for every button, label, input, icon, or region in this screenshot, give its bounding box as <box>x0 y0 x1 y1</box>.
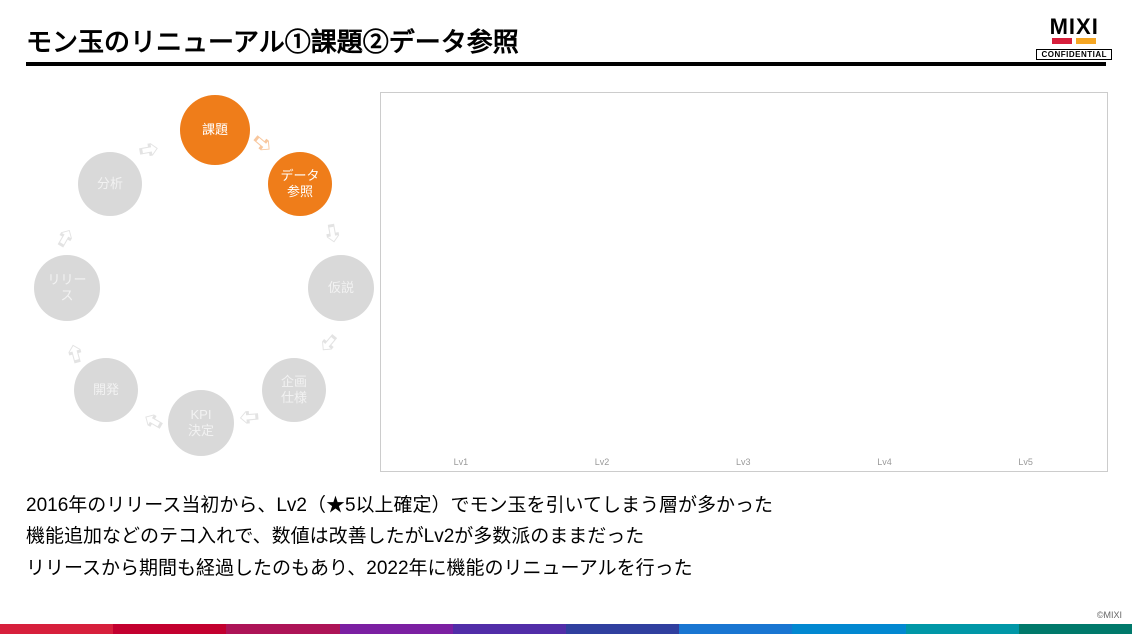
copyright: ©MIXI <box>1097 610 1122 620</box>
cycle-arrow-icon: ➪ <box>46 220 84 254</box>
body-line-2: 機能追加などのテコ入れで、数値は改善したがLv2が多数派のままだった <box>26 521 773 552</box>
chart-plot-area <box>391 103 1097 447</box>
chart-x-label: Lv4 <box>877 457 892 467</box>
cycle-node: 課題 <box>180 95 250 165</box>
footer-segment <box>340 624 453 634</box>
cycle-node: 企画仕様 <box>262 358 326 422</box>
footer-color-strip <box>0 624 1132 634</box>
level-distribution-chart: Lv1 Lv2 Lv3 Lv4 Lv5 <box>380 92 1108 472</box>
process-cycle-diagram: 課題データ参照仮説企画仕様KPI決定開発リリース分析➪➪➪➪➪➪➪➪ <box>30 90 360 470</box>
footer-segment <box>566 624 679 634</box>
chart-x-label: Lv2 <box>595 457 610 467</box>
cycle-node: データ参照 <box>268 152 332 216</box>
cycle-arrow-icon: ➪ <box>245 125 282 163</box>
body-text: 2016年のリリース当初から、Lv2（★5以上確定）でモン玉を引いてしまう層が多… <box>26 490 773 584</box>
footer-segment <box>906 624 1019 634</box>
chart-x-label: Lv5 <box>1018 457 1033 467</box>
cycle-arrow-icon: ➪ <box>136 403 170 441</box>
cycle-node: KPI決定 <box>168 390 234 456</box>
logo-bar-left <box>1052 38 1072 44</box>
footer-segment <box>0 624 113 634</box>
brand-logo: MIXI CONFIDENTIAL <box>1036 14 1112 62</box>
title-underline <box>26 62 1106 66</box>
footer-segment <box>1019 624 1132 634</box>
cycle-node: リリース <box>34 255 100 321</box>
footer-segment <box>226 624 339 634</box>
cycle-arrow-icon: ➪ <box>316 220 350 247</box>
confidential-badge: CONFIDENTIAL <box>1036 49 1112 60</box>
footer-segment <box>453 624 566 634</box>
footer-segment <box>679 624 792 634</box>
logo-bar-right <box>1076 38 1096 44</box>
footer-segment <box>113 624 226 634</box>
cycle-arrow-icon: ➪ <box>237 401 261 434</box>
slide-title: モン玉のリニューアル①課題②データ参照 <box>26 22 519 59</box>
chart-x-label: Lv3 <box>736 457 751 467</box>
body-line-1: 2016年のリリース当初から、Lv2（★5以上確定）でモン玉を引いてしまう層が多… <box>26 490 773 521</box>
cycle-arrow-icon: ➪ <box>310 325 348 362</box>
cycle-node: 分析 <box>78 152 142 216</box>
cycle-node: 開発 <box>74 358 138 422</box>
footer-segment <box>792 624 905 634</box>
chart-x-label: Lv1 <box>454 457 469 467</box>
body-line-3: リリースから期間も経過したのもあり、2022年に機能のリニューアルを行った <box>26 553 773 584</box>
logo-text: MIXI <box>1036 14 1112 40</box>
cycle-arrow-icon: ➪ <box>135 132 162 166</box>
cycle-node: 仮説 <box>308 255 374 321</box>
